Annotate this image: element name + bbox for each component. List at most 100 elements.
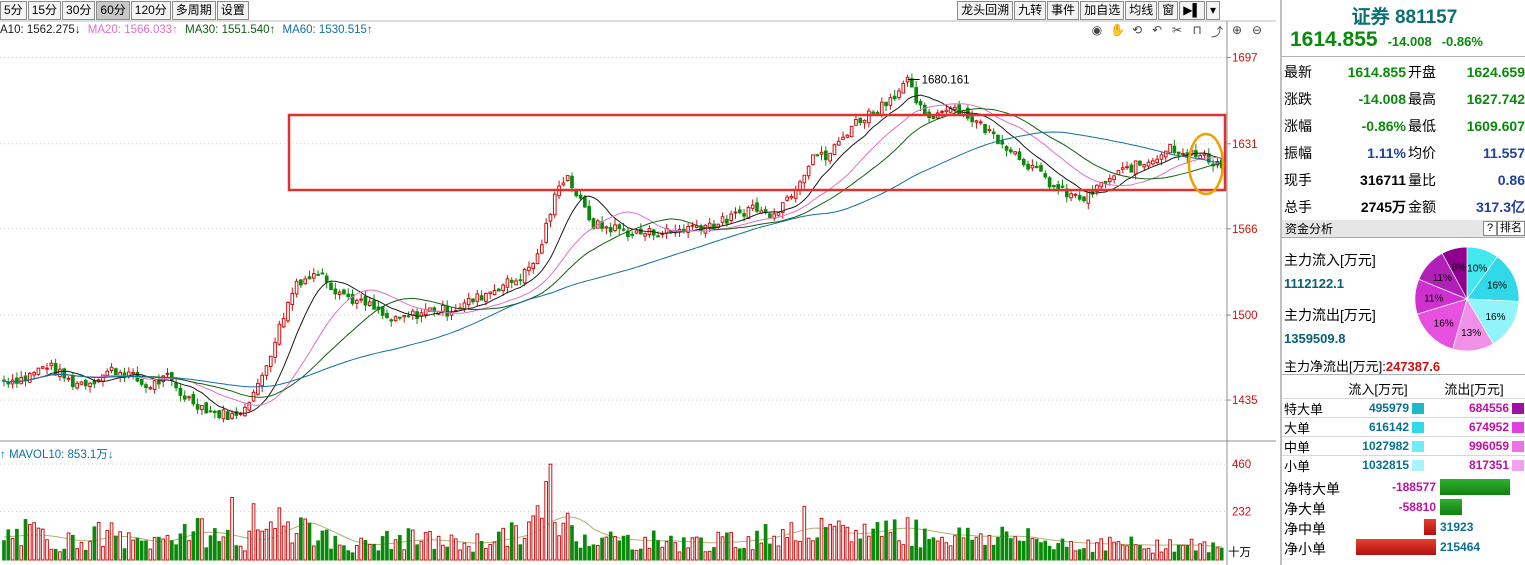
volume-bar: [247, 530, 252, 561]
candle-body: [462, 302, 467, 310]
volume-bar: [260, 530, 265, 561]
candle-body: [484, 293, 488, 302]
candle-body: [66, 377, 71, 380]
volume-bar: [320, 530, 325, 561]
volume-bar: [148, 548, 153, 561]
candle-body: [651, 229, 656, 236]
volume-bar: [1185, 544, 1190, 561]
ma10-line: [3, 94, 1222, 414]
candle-body: [634, 230, 639, 234]
volume-bar: [49, 548, 54, 561]
kline-chart[interactable]: 1680.161 1435 1500 1566 1631 1697 232 460 十万: [0, 0, 1280, 565]
candle-body: [58, 368, 62, 377]
tool-button-6[interactable]: ▶▌: [1179, 1, 1205, 20]
period-button-6[interactable]: 设置: [216, 1, 249, 20]
candle-body: [1004, 145, 1009, 151]
candle-body: [380, 306, 385, 316]
volume-bar: [359, 537, 363, 561]
candle-body: [337, 291, 342, 295]
volume-bar: [195, 518, 200, 561]
period-button-5[interactable]: 多周期: [171, 1, 216, 20]
export-icon[interactable]: ⤴: [1210, 25, 1223, 39]
volume-bar: [935, 540, 940, 561]
volume-bar: [1009, 538, 1013, 561]
volume-bar: [565, 512, 570, 561]
volume-bar: [811, 540, 815, 561]
zoom-in-icon[interactable]: ⊕: [1231, 23, 1243, 37]
tool-button-3[interactable]: 加自选: [1080, 1, 1125, 20]
rank-button[interactable]: 排名: [1497, 221, 1525, 236]
tool-button-2[interactable]: 事件: [1047, 1, 1080, 20]
tool-button-0[interactable]: 龙头回溯: [957, 1, 1014, 20]
inflow-value: 1112122.1: [1284, 276, 1345, 291]
pie-slice-label: 11%: [1433, 273, 1452, 284]
volume-bar: [79, 541, 84, 561]
period-button-1[interactable]: 15分: [27, 1, 62, 20]
volume-bar: [1004, 531, 1009, 561]
volume-bar: [1064, 546, 1069, 561]
scissors-icon[interactable]: ✂: [1171, 23, 1183, 37]
help-button[interactable]: ?: [1483, 221, 1497, 236]
zoom-out-icon[interactable]: ⊖: [1251, 23, 1263, 37]
volume-bar: [294, 533, 299, 561]
candle-body: [583, 196, 587, 208]
flow-in-header: 流入[万元]: [1348, 381, 1408, 397]
tool-button-5[interactable]: 窗: [1158, 1, 1179, 20]
volume-bar: [445, 546, 450, 561]
volume-bar: [1219, 547, 1224, 561]
refresh-icon[interactable]: ⟲: [1131, 23, 1143, 37]
candle-body: [415, 311, 419, 319]
candle-body: [970, 116, 974, 123]
candle-body: [281, 318, 286, 328]
eye-icon[interactable]: ◉: [1091, 23, 1103, 37]
lock-icon[interactable]: ⊓: [1192, 23, 1202, 37]
tool-button-1[interactable]: 九转: [1014, 1, 1047, 20]
volume-bar: [428, 530, 432, 561]
volume-bar: [1155, 539, 1159, 561]
candle-body: [109, 366, 114, 371]
flow-out-swatch: [1512, 459, 1524, 471]
candle-body: [527, 266, 531, 272]
volume-bar: [423, 532, 428, 561]
volume-bar: [135, 537, 140, 561]
candle-body: [307, 276, 312, 280]
volume-bar: [983, 544, 987, 561]
volume-bar: [363, 539, 368, 561]
overlay: 1680.161: [287, 74, 1227, 196]
volume-bar: [1146, 547, 1151, 561]
volume-bar: [1000, 526, 1005, 561]
candle-body: [363, 296, 368, 306]
period-button-3[interactable]: 60分: [96, 1, 130, 20]
candle-body: [1129, 164, 1134, 173]
tool-button-7[interactable]: ▾: [1205, 1, 1220, 20]
candle-body: [914, 87, 919, 104]
period-button-0[interactable]: 5分: [0, 1, 27, 20]
candle-body: [367, 301, 372, 306]
volume-bar: [531, 515, 536, 561]
volume-bar: [432, 548, 437, 561]
candle-body: [372, 300, 376, 310]
period-button-2[interactable]: 30分: [62, 1, 96, 20]
net-row: 净中单 31923: [1282, 517, 1525, 537]
volume-bar: [587, 546, 592, 561]
candle-body: [948, 107, 953, 113]
ma20-legend: MA20: 1566.033↑: [87, 24, 178, 36]
candle-body: [725, 218, 729, 224]
stat-row: 振幅 1.11% 均价 11.557: [1284, 139, 1525, 166]
volume-bar: [182, 524, 187, 561]
flow-row: 中单 1027982 996059: [1282, 436, 1525, 455]
candle-body: [535, 253, 540, 265]
flow-out-value: 817351: [1468, 458, 1509, 472]
period-button-4[interactable]: 120分: [130, 1, 171, 20]
volume-bar: [690, 537, 695, 561]
candle-body: [40, 366, 45, 369]
candle-body: [466, 298, 471, 306]
volume-bar: [342, 545, 346, 561]
hand-icon[interactable]: ✋: [1110, 23, 1125, 37]
candle-body: [1060, 185, 1065, 188]
undo-icon[interactable]: ↶: [1151, 23, 1163, 37]
candle-body: [978, 121, 983, 124]
candle-body: [1198, 154, 1203, 159]
volume-bar: [694, 536, 699, 561]
tool-button-4[interactable]: 均线: [1125, 1, 1158, 20]
